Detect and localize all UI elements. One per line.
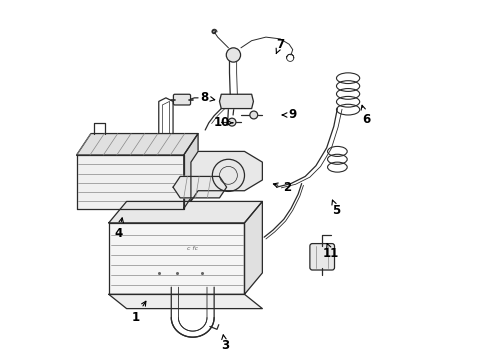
Polygon shape [108,294,262,309]
FancyBboxPatch shape [173,94,190,105]
Polygon shape [173,176,226,198]
Text: 3: 3 [221,335,228,351]
Text: 5: 5 [331,200,340,217]
Text: 1: 1 [131,301,145,324]
Circle shape [226,48,240,62]
Text: 11: 11 [322,243,338,260]
Polygon shape [77,134,198,155]
FancyBboxPatch shape [309,244,334,270]
Circle shape [227,118,235,126]
Text: 10: 10 [213,116,232,129]
Polygon shape [183,134,198,208]
Polygon shape [108,223,244,294]
Polygon shape [219,94,253,109]
Text: 4: 4 [114,218,123,240]
Circle shape [249,111,257,119]
Polygon shape [77,155,183,208]
Polygon shape [108,202,262,223]
Text: 2: 2 [273,181,291,194]
Text: 6: 6 [360,105,369,126]
Polygon shape [244,202,262,294]
Text: c fc: c fc [187,246,198,251]
Text: 9: 9 [282,108,296,121]
Text: 8: 8 [200,91,214,104]
Text: 7: 7 [276,38,284,54]
Polygon shape [190,152,262,202]
